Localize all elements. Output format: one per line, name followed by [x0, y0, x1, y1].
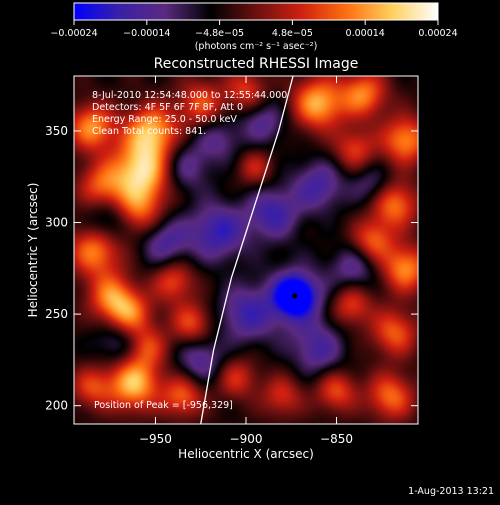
annotation-energy-range: Energy Range: 25.0 - 50.0 keV: [92, 114, 237, 125]
colorbar-tick-label: 4.8e−05: [272, 28, 313, 39]
colorbar-tick-label: 0.00024: [418, 28, 457, 39]
colorbar: −0.00024 −0.00014 −4.8e−05 4.8e−05 0.00014 0.…: [50, 2, 458, 52]
peak-marker: [292, 293, 298, 299]
annotation-detectors: Detectors: 4F 5F 6F 7F 8F, Att 0: [92, 102, 243, 113]
y-axis-ticks: 200 250 300 350: [45, 124, 418, 413]
solar-limb-curve: [200, 76, 294, 424]
footer-timestamp: 1-Aug-2013 13:21: [408, 486, 494, 497]
y-tick-label: 350: [45, 124, 68, 138]
x-tick-label: −900: [230, 432, 263, 446]
annotation-clean-counts: Clean Total counts: 841.: [92, 126, 206, 137]
colorbar-tick-label: −0.00014: [123, 28, 170, 39]
x-axis-label: Heliocentric X (arcsec): [178, 447, 314, 461]
colorbar-ticks: −0.00024 −0.00014 −4.8e−05 4.8e−05 0.00014 0.…: [50, 20, 458, 39]
colorbar-tick-label: −4.8e−05: [195, 28, 244, 39]
colorbar-tick-label: 0.00014: [346, 28, 385, 39]
colorbar-unit-label: (photons cm⁻² s⁻¹ asec⁻²): [195, 41, 318, 52]
plot-area: −950 −900 −850 200 250 300 350: [45, 75, 419, 446]
x-axis-ticks: −950 −900 −850: [139, 76, 353, 446]
x-tick-label: −850: [320, 432, 353, 446]
annotation-block: 8-Jul-2010 12:54:48.000 to 12:55:44.000 …: [92, 90, 287, 137]
peak-position-label: Position of Peak = [-956,329]: [94, 400, 233, 411]
annotation-time-range: 8-Jul-2010 12:54:48.000 to 12:55:44.000: [92, 90, 287, 101]
chart-title: Reconstructed RHESSI Image: [154, 56, 359, 72]
y-tick-label: 200: [45, 399, 68, 413]
colorbar-gradient: [73, 2, 439, 21]
y-tick-label: 300: [45, 216, 68, 230]
x-tick-label: −950: [139, 432, 172, 446]
colorbar-tick-label: −0.00024: [50, 28, 97, 39]
y-tick-label: 250: [45, 307, 68, 321]
heatmap-image: [74, 76, 418, 424]
y-axis-label: Heliocentric Y (arcsec): [26, 183, 40, 318]
